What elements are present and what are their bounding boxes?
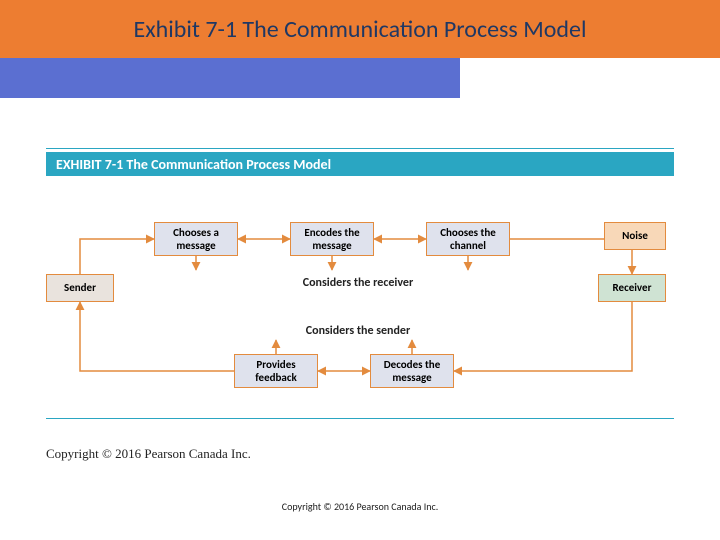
copyright-footer: Copyright © 2016 Pearson Canada Inc. [0, 500, 720, 513]
box-chooses-message: Chooses a message [154, 222, 238, 256]
divider-bottom [46, 418, 674, 419]
label-considers-receiver: Considers the receiver [278, 276, 438, 290]
copyright-inset: Copyright © 2016 Pearson Canada Inc. [46, 446, 251, 462]
box-receiver: Receiver [598, 274, 666, 302]
box-encodes: Encodes the message [290, 222, 374, 256]
box-feedback: Provides feedback [234, 354, 318, 388]
exhibit-header-bar: EXHIBIT 7-1 The Communication Process Mo… [46, 152, 674, 176]
label-considers-sender: Considers the sender [278, 324, 438, 338]
divider-top [46, 148, 674, 149]
process-model-diagram: Sender Chooses a message Encodes the mes… [46, 184, 674, 464]
slide-title-bar: Exhibit 7-1 The Communication Process Mo… [0, 0, 720, 58]
slide-title-text: Exhibit 7-1 The Communication Process Mo… [134, 15, 587, 44]
blue-accent-strip [0, 58, 460, 98]
exhibit-header-text: EXHIBIT 7-1 The Communication Process Mo… [56, 156, 331, 173]
box-decodes: Decodes the message [370, 354, 454, 388]
box-chooses-channel: Chooses the channel [426, 222, 510, 256]
box-noise: Noise [604, 222, 666, 250]
box-sender: Sender [46, 274, 114, 302]
